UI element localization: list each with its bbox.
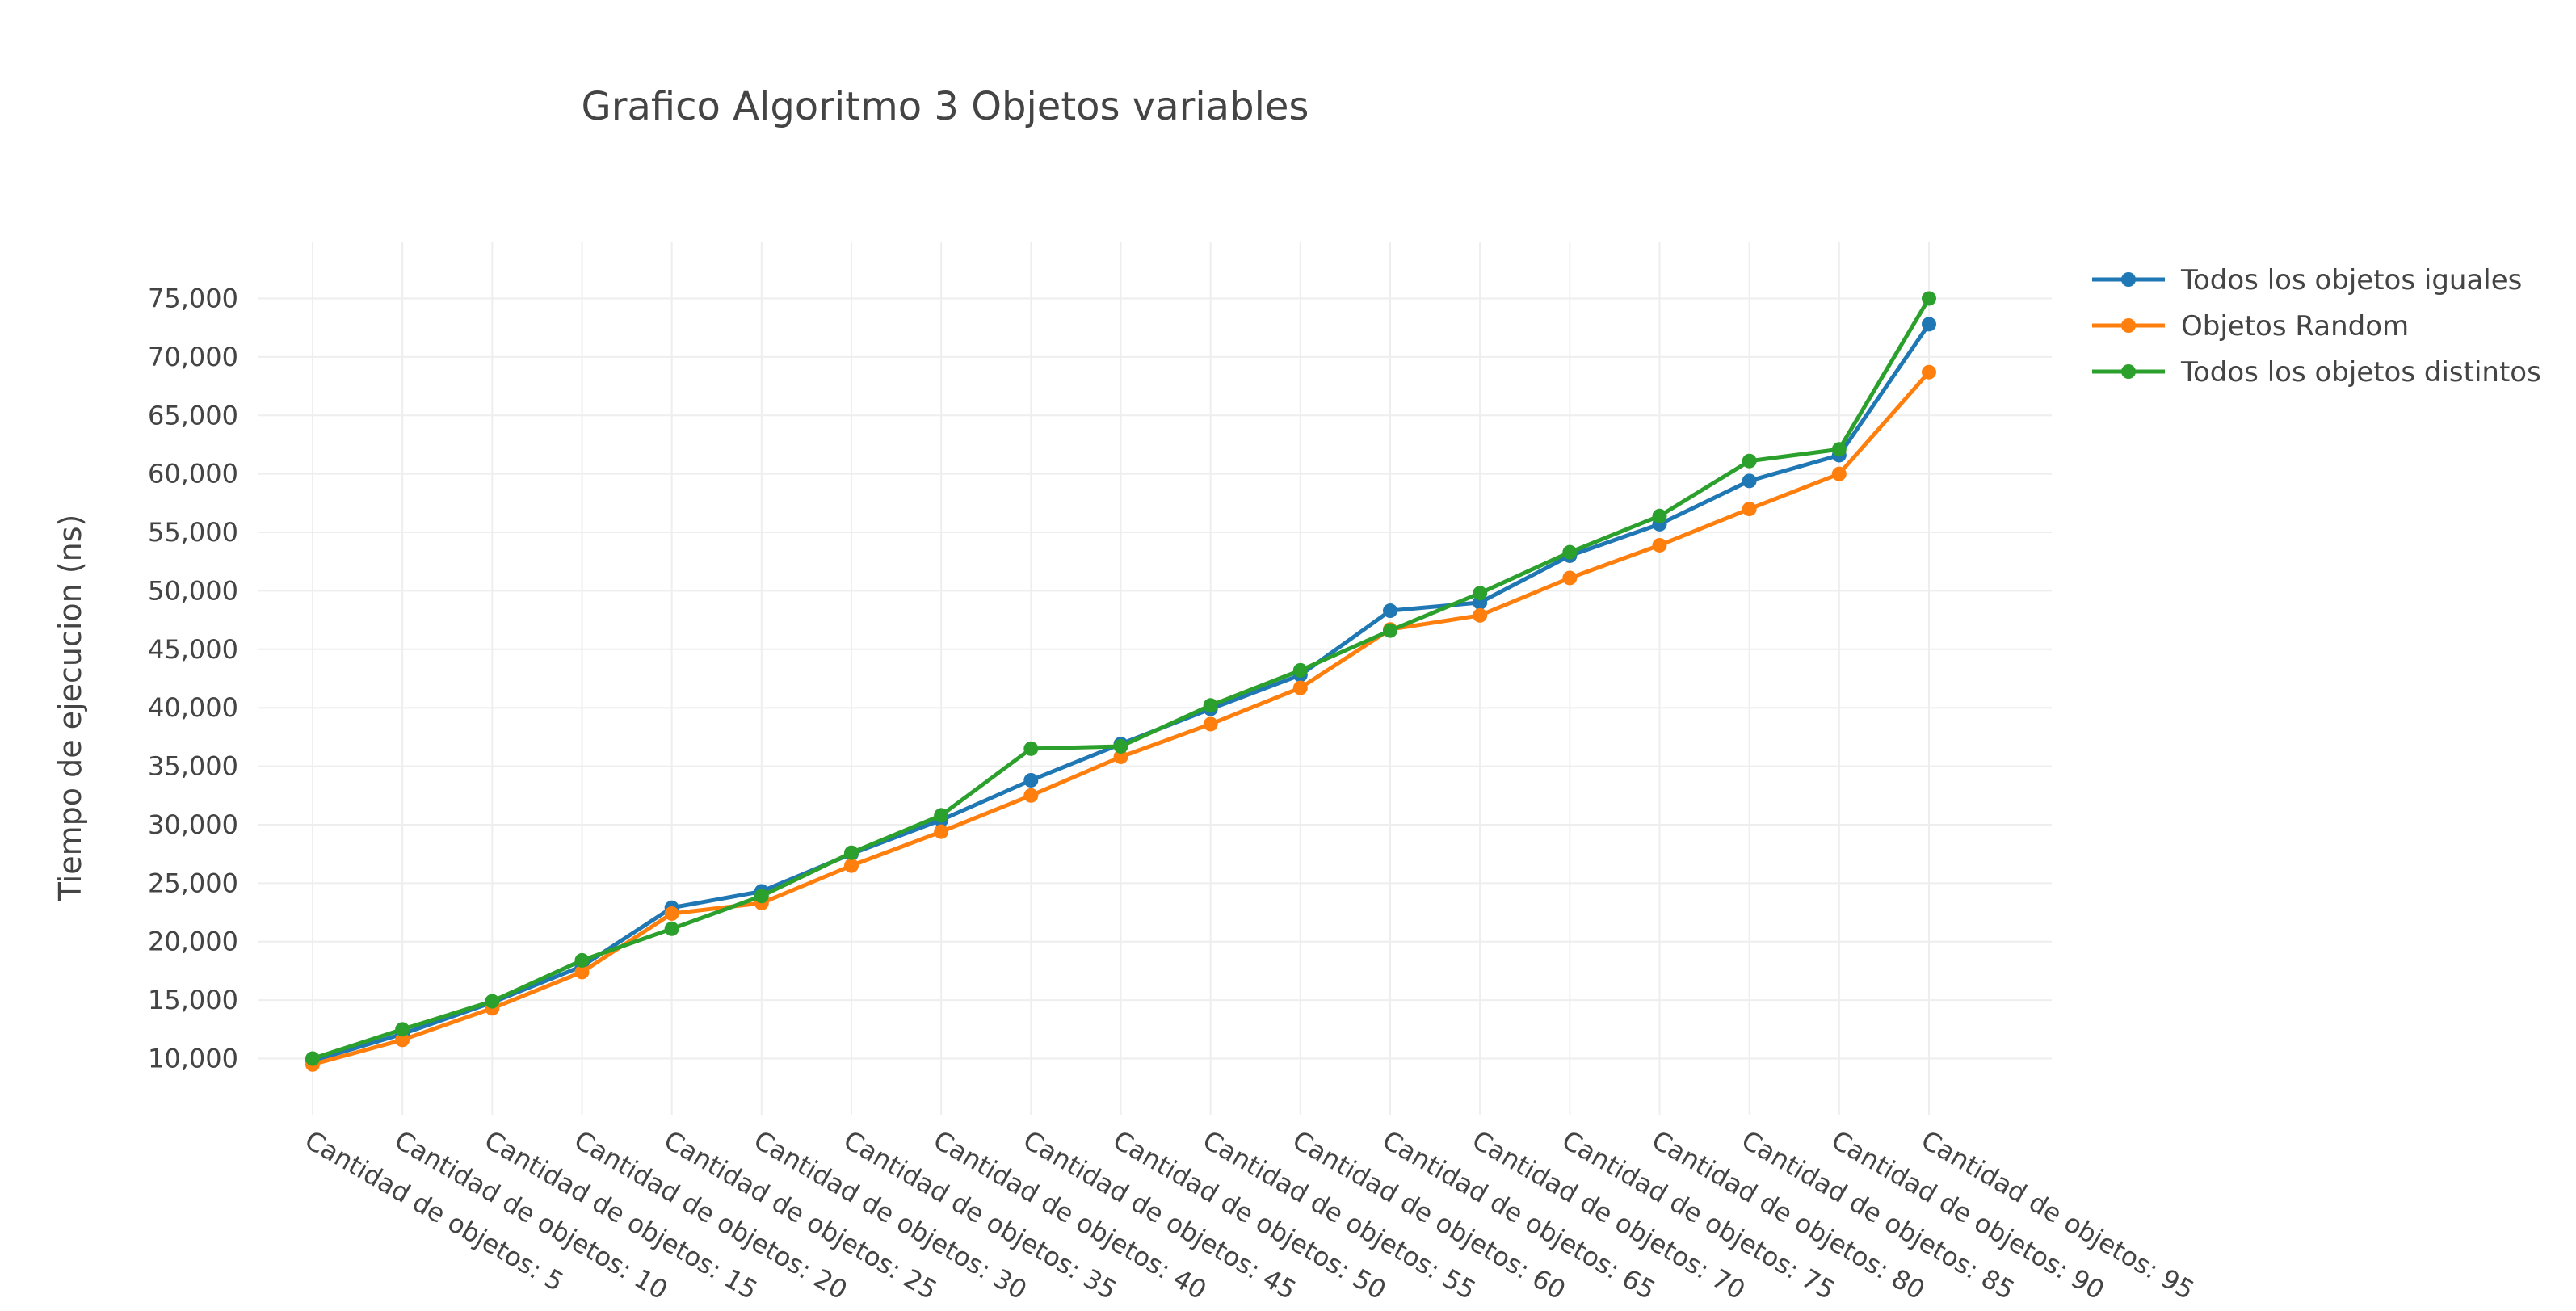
data-point [1292, 680, 1308, 695]
data-point [1113, 738, 1128, 754]
data-point [664, 921, 679, 936]
data-point [1383, 603, 1397, 619]
data-point [1562, 544, 1578, 560]
data-point [574, 952, 590, 968]
data-point [1383, 623, 1397, 638]
y-axis-ticks: 10,000 15,000 20,000 25,000 30,000 35,000 40,0… [148, 283, 238, 1074]
data-point [1652, 537, 1667, 553]
data-point [485, 994, 500, 1009]
data-point [1742, 473, 1757, 489]
data-point [1113, 749, 1128, 764]
legend-swatch-marker [2121, 272, 2136, 287]
data-point [1742, 502, 1757, 517]
data-point [1922, 317, 1936, 332]
data-point [664, 906, 679, 921]
data-point [1473, 586, 1488, 601]
legend-label: Objetos Random [2181, 310, 2409, 342]
data-point [1473, 607, 1488, 623]
data-point [1922, 291, 1936, 306]
series-lines [305, 291, 1936, 1072]
legend-label: Todos los objetos distintos [2180, 356, 2541, 389]
y-tick-label: 65,000 [148, 400, 238, 431]
data-point [1652, 508, 1667, 523]
y-tick-label: 55,000 [148, 517, 238, 548]
legend-label: Todos los objetos iguales [2180, 264, 2522, 296]
data-point [754, 889, 769, 904]
y-tick-label: 35,000 [148, 751, 238, 782]
y-tick-label: 45,000 [148, 634, 238, 665]
data-point [934, 808, 949, 823]
y-tick-label: 50,000 [148, 575, 238, 606]
y-tick-label: 15,000 [148, 985, 238, 1015]
y-axis-label: Tiempo de ejecucion (ns) [53, 515, 88, 902]
data-point [395, 1022, 410, 1037]
legend-swatch-marker [2121, 364, 2136, 379]
data-point [934, 824, 949, 839]
y-tick-label: 10,000 [148, 1044, 238, 1074]
data-point [1562, 570, 1578, 586]
data-point [395, 1032, 410, 1048]
data-point [1922, 364, 1936, 380]
data-point [1742, 453, 1757, 469]
y-tick-label: 30,000 [148, 809, 238, 840]
data-point [574, 964, 590, 980]
y-tick-label: 40,000 [148, 692, 238, 723]
data-point [1203, 716, 1218, 732]
data-point [1023, 772, 1039, 788]
data-point [844, 845, 859, 860]
data-point [305, 1051, 320, 1066]
y-tick-label: 25,000 [148, 868, 238, 898]
data-point [1831, 442, 1847, 457]
legend: Todos los objetos iguales Objetos Random T… [2092, 264, 2541, 389]
data-point [1023, 788, 1039, 803]
data-point [1023, 741, 1039, 756]
grid-lines [258, 242, 2052, 1115]
data-point [844, 858, 859, 873]
data-point [1292, 662, 1308, 678]
y-tick-label: 60,000 [148, 459, 238, 490]
y-tick-label: 70,000 [148, 342, 238, 372]
chart-title: Grafico Algoritmo 3 Objetos variables [582, 84, 1309, 129]
legend-swatch-marker [2121, 318, 2136, 333]
data-point [1831, 466, 1847, 481]
y-tick-label: 75,000 [148, 283, 238, 313]
data-point [1203, 698, 1218, 713]
y-tick-label: 20,000 [148, 927, 238, 957]
